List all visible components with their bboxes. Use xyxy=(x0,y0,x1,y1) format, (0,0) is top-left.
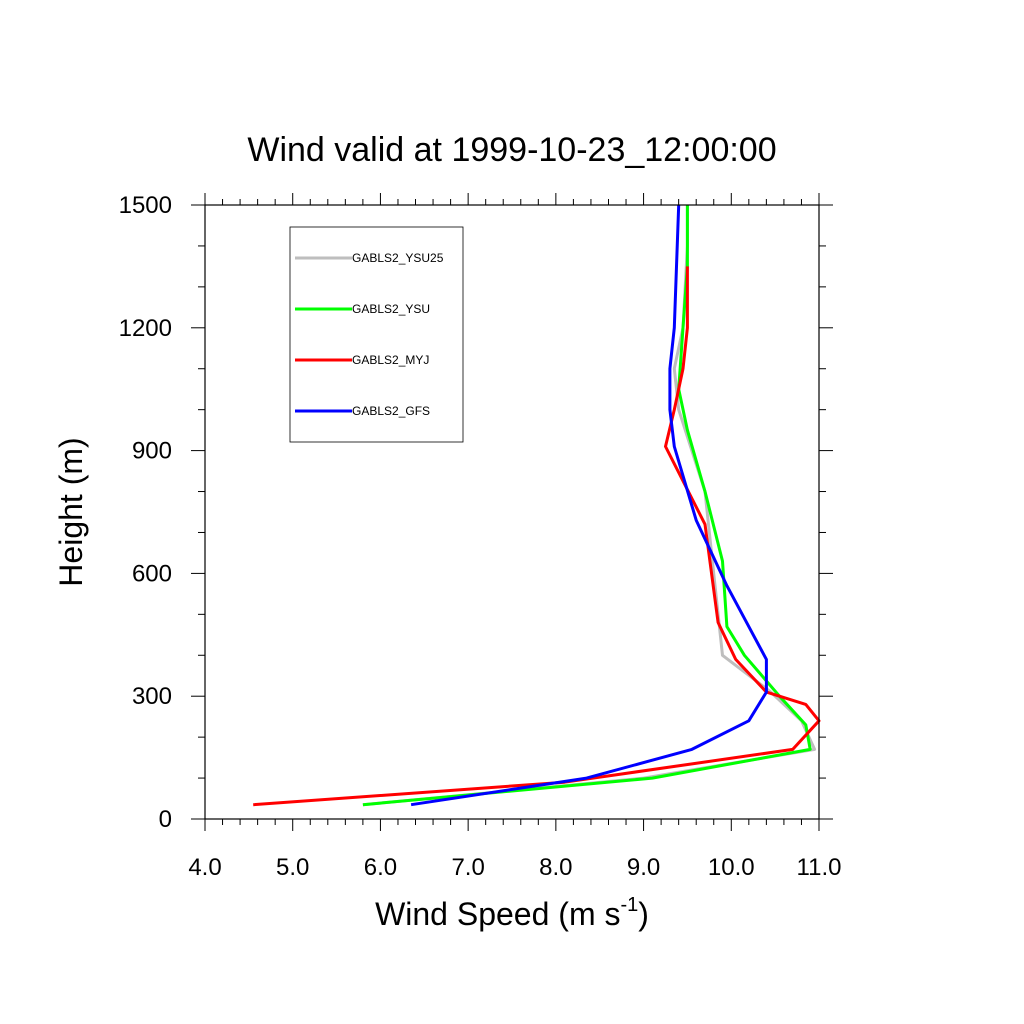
legend-box xyxy=(289,226,464,443)
series-line-gabls2-ysu xyxy=(362,205,812,807)
chart-title: Wind valid at 1999-10-23_12:00:00 xyxy=(247,131,776,169)
series-line-gabls2-gfs xyxy=(410,204,768,807)
y-tick-label: 1500 xyxy=(119,192,172,219)
x-tick-label: 7.0 xyxy=(451,854,484,881)
y-tick-label: 0 xyxy=(159,806,172,833)
x-tick-label: 9.0 xyxy=(627,854,660,881)
x-axis-label-base: Wind Speed (m s xyxy=(375,896,620,932)
x-tick-label: 10.0 xyxy=(708,854,755,881)
x-axis-label-end: ) xyxy=(638,896,649,932)
y-tick-label: 900 xyxy=(132,438,172,465)
x-tick-label: 6.0 xyxy=(364,854,397,881)
x-tick-labels: 4.0 5.0 6.0 7.0 8.0 9.0 10.0 11.0 xyxy=(188,854,841,881)
series-line-gabls2-myj xyxy=(253,266,821,807)
plot-frame xyxy=(204,204,820,820)
x-tick-label: 11.0 xyxy=(797,854,842,881)
legend-label: GABLS2_YSU xyxy=(352,302,430,316)
x-tick-label: 8.0 xyxy=(539,854,572,881)
legend-label: GABLS2_YSU25 xyxy=(352,251,444,265)
legend-label: GABLS2_GFS xyxy=(352,404,430,418)
x-tick-label: 5.0 xyxy=(276,854,309,881)
legend-label: GABLS2_MYJ xyxy=(352,353,429,367)
x-axis-label: Wind Speed (m s-1) xyxy=(375,894,649,932)
y-tick-label: 300 xyxy=(132,683,172,710)
x-axis-label-sup: -1 xyxy=(620,894,638,916)
x-tick-label: 4.0 xyxy=(188,854,221,881)
series-lines xyxy=(253,204,821,807)
axis-ticks xyxy=(191,193,833,831)
y-tick-label: 600 xyxy=(132,560,172,587)
y-tick-labels: 0 300 600 900 1200 1500 xyxy=(119,192,172,833)
y-tick-label: 1200 xyxy=(119,315,172,342)
legend: GABLS2_YSU25 GABLS2_YSU GABLS2_MYJ GABLS2_G… xyxy=(289,226,464,443)
y-axis-label: Height (m) xyxy=(53,437,89,586)
